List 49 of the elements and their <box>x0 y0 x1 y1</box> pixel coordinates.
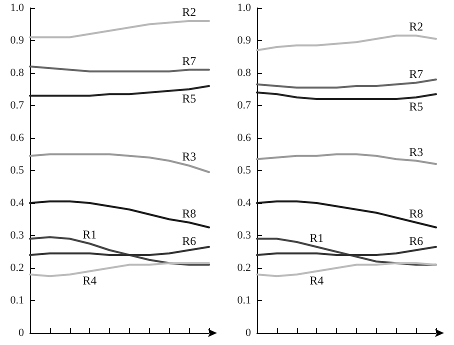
series-label: R2 <box>409 20 424 34</box>
series-label: R5 <box>409 99 424 114</box>
series-label: R6 <box>182 234 196 248</box>
y-tick-label: 0.1 <box>10 294 24 306</box>
y-tick-label: 0 <box>246 327 252 339</box>
line-series <box>256 78 437 89</box>
line-series <box>29 153 210 174</box>
y-tick-label: 0.5 <box>10 164 24 176</box>
series-label: R1 <box>310 230 324 245</box>
series-label: R5 <box>182 91 196 106</box>
series-label: R2 <box>182 5 196 19</box>
line-series <box>256 34 437 52</box>
line-series <box>256 92 437 100</box>
series-label: R3 <box>182 150 196 164</box>
series-label: R3 <box>409 144 424 159</box>
y-tick-label: 0.5 <box>237 164 252 176</box>
y-tick-label: 1.0 <box>237 2 252 14</box>
series-label: R7 <box>182 54 196 68</box>
y-tick-label: 0.2 <box>10 262 24 274</box>
line-series <box>29 246 210 256</box>
y-tick-label: 0.2 <box>237 262 251 274</box>
y-tick-label: 0 <box>18 327 24 339</box>
line-series <box>256 246 437 256</box>
y-tick-label: 0.7 <box>237 100 252 112</box>
line-series <box>256 262 437 278</box>
series-label: R8 <box>182 206 196 220</box>
line-series <box>29 20 210 38</box>
series-label: R7 <box>409 66 424 81</box>
y-tick-label: 1.0 <box>10 2 24 14</box>
series-label: R4 <box>310 273 324 288</box>
series-label: R8 <box>409 206 424 220</box>
y-tick-label: 0.9 <box>10 34 24 46</box>
y-tick-label: 0.7 <box>10 100 24 112</box>
y-tick-label: 0.4 <box>237 197 252 209</box>
y-tick-label: 0.1 <box>237 294 251 306</box>
line-series <box>29 200 210 228</box>
series-label: R1 <box>82 228 97 242</box>
series-label: R6 <box>409 234 424 248</box>
y-tick-label: 0.6 <box>237 132 252 144</box>
line-series <box>29 262 210 278</box>
y-tick-label: 0.6 <box>10 132 24 144</box>
y-tick-label: 0.4 <box>10 197 24 209</box>
line-series <box>256 200 437 228</box>
y-tick-label: 0.3 <box>10 230 24 242</box>
y-tick-label: 0.8 <box>10 67 24 79</box>
y-tick-label: 0.9 <box>237 34 252 46</box>
y-tick-label: 0.8 <box>237 67 252 79</box>
y-tick-label: 0.3 <box>237 230 252 242</box>
series-label: R4 <box>82 273 97 288</box>
